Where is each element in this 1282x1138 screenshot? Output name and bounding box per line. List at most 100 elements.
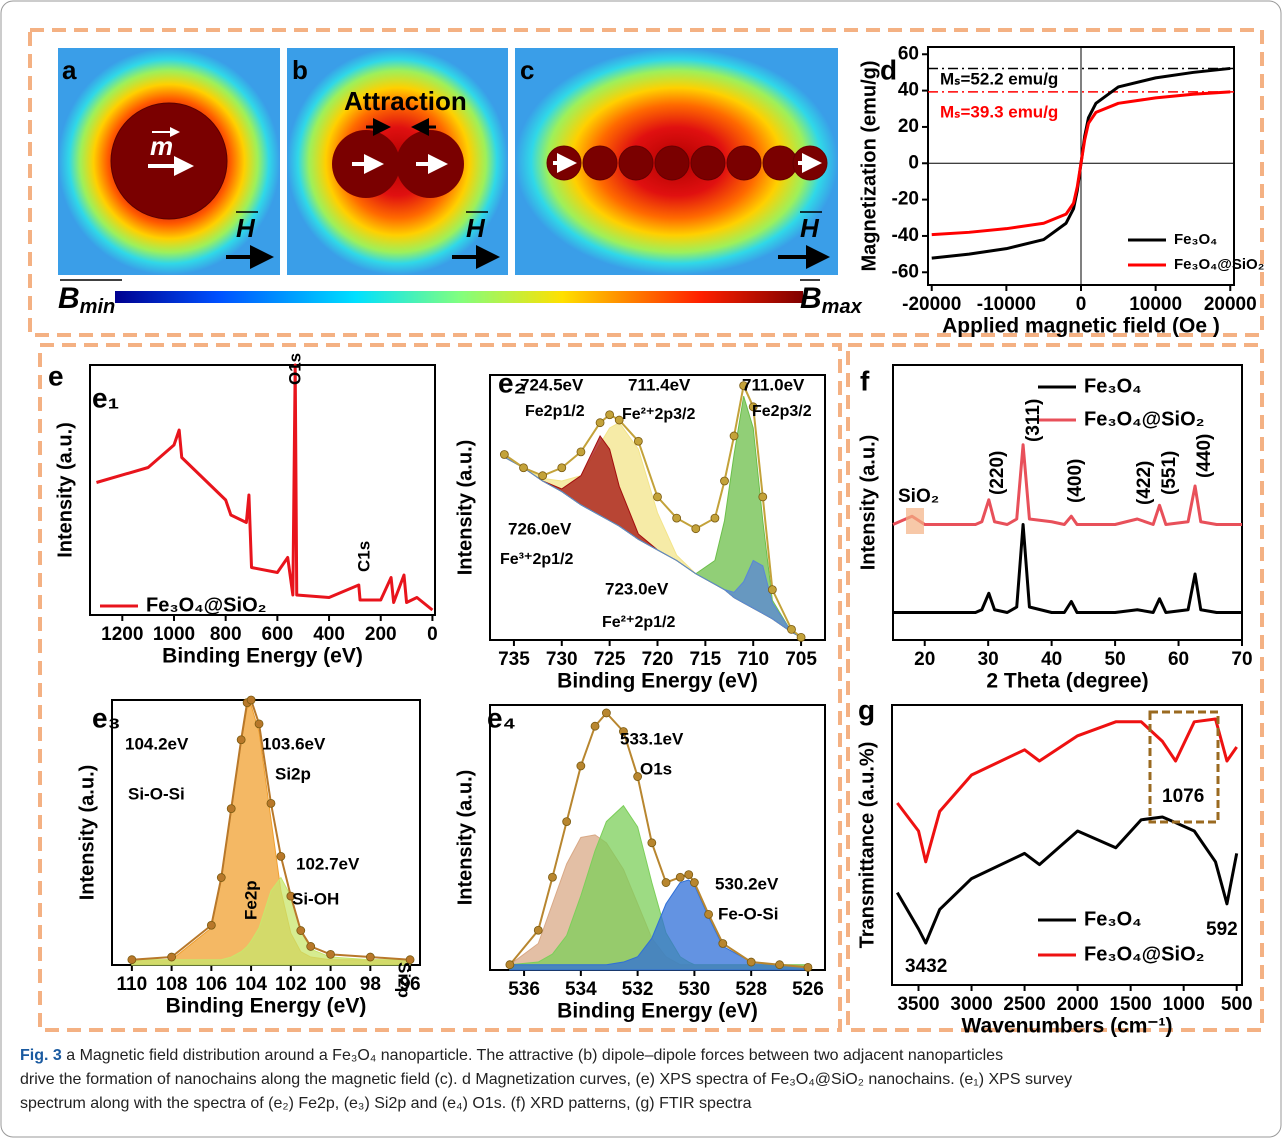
annotation: Fe2p3/2 [752, 403, 812, 420]
x-tick-label: 60 [1168, 649, 1189, 670]
y-axis-label: Intensity (a.u.) [454, 440, 476, 576]
envelope-dot [619, 727, 628, 736]
x-tick-label: 108 [156, 974, 188, 995]
annotation: 592 [1206, 919, 1238, 940]
annotation: (551) [1159, 451, 1180, 495]
x-tick-label: 110 [117, 974, 148, 995]
envelope-dot [748, 402, 758, 412]
x-tick-label: 10000 [1129, 294, 1182, 315]
x-tick-label: 526 [792, 979, 824, 1000]
envelope-dot [562, 817, 572, 826]
field-label: H [466, 213, 486, 243]
x-tick-label: 1000 [153, 624, 195, 645]
envelope-dot [296, 926, 306, 935]
plot-frame [89, 364, 436, 616]
envelope-dot [127, 955, 137, 965]
envelope-dot [661, 878, 671, 887]
legend-label: Fe₃O₄ [1084, 375, 1142, 397]
annotation: 530.2eV [715, 874, 779, 893]
x-tick-label: 20 [914, 649, 935, 670]
field-arrows [226, 118, 830, 269]
annotation: C1s [354, 541, 373, 572]
envelope-dot [720, 476, 729, 486]
envelope-dot [647, 838, 657, 848]
annotation: 724.5eV [520, 375, 584, 394]
moment-arrows [148, 153, 822, 176]
x-axis-label: Applied magnetic field (Oe ) [942, 315, 1220, 338]
envelope-dot [167, 952, 177, 962]
envelope-dot [787, 625, 796, 634]
envelope-dot [684, 870, 694, 879]
envelope-dot [690, 878, 699, 887]
envelope-dot [758, 492, 768, 502]
x-tick-label: 200 [365, 624, 397, 645]
envelope-dot [226, 804, 236, 814]
plot-frame [892, 364, 1243, 641]
heatmap-labels: a b c Attraction m H H H Bmin Bmax e [48, 55, 863, 392]
annotation: O1s [640, 759, 672, 778]
panel-label: d [880, 54, 897, 85]
annotation: Fe²⁺2p1/2 [602, 614, 675, 631]
x-tick-label: 2500 [1003, 994, 1045, 1015]
annotation: Si2p [275, 764, 311, 783]
particle [110, 102, 228, 220]
annotation: Fe²⁺2p3/2 [622, 406, 695, 423]
caption-label: Fig. 3 [20, 1047, 62, 1064]
chart: 3500 3000 2500 2000 1500 1000 500 Wavenumbers (… [856, 694, 1252, 1037]
panel-label: f [860, 365, 870, 396]
chart: 735 730 725 720 715 710 705 Binding Energy (eV)… [454, 367, 826, 693]
symbol: B [58, 282, 80, 315]
envelope-dot [739, 381, 749, 391]
envelope-dot [286, 891, 296, 901]
annotation: 1076 [1162, 786, 1204, 807]
x-tick-label: 50 [1105, 649, 1126, 670]
annotation: Si-OH [292, 889, 339, 908]
legend-label: Fe₃O₄@SiO₂ [1084, 943, 1205, 965]
x-tick-label: 400 [313, 624, 345, 645]
x-tick-label: 715 [690, 649, 722, 670]
annotation: Fe-O-Si [718, 904, 778, 923]
symbol: B [800, 282, 822, 315]
x-tick-label: 3000 [950, 994, 992, 1015]
legend-label: Fe₃O₄ [1174, 231, 1217, 248]
series-line [893, 523, 1242, 614]
annotation: 711.4eV [628, 375, 691, 394]
x-tick-label: 96 [399, 974, 420, 995]
x-tick-label: 600 [262, 624, 294, 645]
series-line [96, 363, 434, 612]
annotation: 711.0eV [742, 375, 805, 394]
envelope-dot [236, 735, 246, 745]
envelope-dot [653, 492, 662, 502]
envelope-dot [796, 632, 806, 642]
envelope-dot [499, 450, 509, 459]
x-tick-label: 1000 [1163, 994, 1205, 1015]
x-tick-label: 0 [1076, 294, 1087, 315]
x-tick-label: 102 [275, 974, 307, 995]
x-axis-label: 2 Theta (degree) [986, 670, 1148, 693]
x-tick-label: 40 [1041, 649, 1062, 670]
envelope-dot [254, 719, 264, 729]
x-tick-label: 730 [546, 649, 578, 670]
envelope-dot [533, 925, 543, 935]
y-tick-label: -20 [892, 189, 919, 210]
annotation: SiO₂ [898, 486, 939, 507]
caption-text: a Magnetic field distribution around a F… [61, 1047, 1004, 1064]
envelope-dot [672, 513, 682, 523]
field-vector-bars [60, 211, 822, 281]
annotation: Mₛ=39.3 emu/g [940, 102, 1058, 121]
envelope-dot [590, 721, 600, 731]
envelope-dot [365, 952, 375, 962]
panel-label: a [62, 55, 77, 85]
y-tick-label: -60 [892, 261, 919, 282]
envelope-dot [576, 761, 586, 771]
x-axis-label: Binding Energy (eV) [557, 1000, 758, 1023]
x-tick-label: 536 [508, 979, 540, 1000]
x-tick-label: 534 [565, 979, 597, 1000]
x-tick-label: -10000 [977, 294, 1036, 315]
region-box [1148, 710, 1220, 824]
chart: -20000 -10000 0 10000 20000 -60 -40 -20 0 20 40 60 A… [858, 43, 1264, 337]
annotation: O1s [285, 353, 304, 385]
legend-label: Fe₃O₄@SiO₂ [146, 594, 267, 616]
subscript: max [822, 296, 863, 318]
